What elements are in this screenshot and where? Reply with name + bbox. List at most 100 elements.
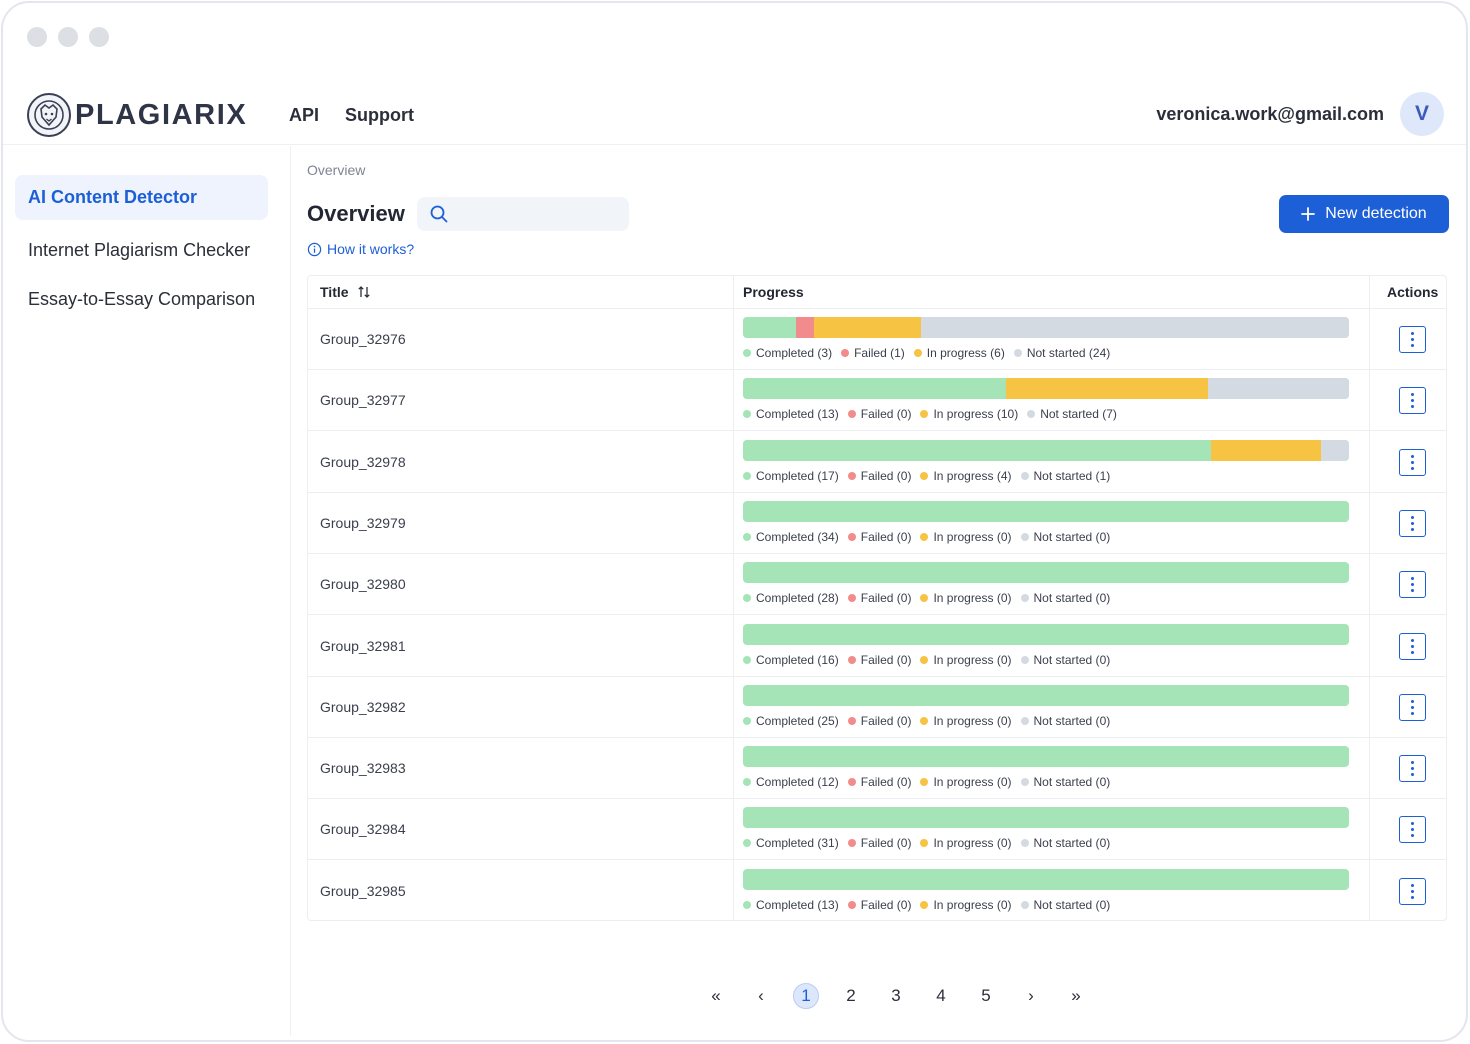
kebab-dot bbox=[1411, 583, 1414, 587]
legend-item-in-progress: In progress (0) bbox=[920, 530, 1012, 544]
table-row[interactable]: Group_32977 Completed (13) Failed (0) In pr… bbox=[308, 370, 1446, 432]
row-title[interactable]: Group_32982 bbox=[320, 698, 406, 715]
kebab-menu-icon[interactable] bbox=[1399, 632, 1426, 660]
breadcrumb[interactable]: Overview bbox=[307, 162, 366, 178]
kebab-menu-icon[interactable] bbox=[1399, 877, 1426, 905]
row-title[interactable]: Group_32980 bbox=[320, 576, 406, 593]
legend-item-completed: Completed (17) bbox=[743, 469, 839, 483]
sidebar-item-internet-plagiarism-checker[interactable]: Internet Plagiarism Checker bbox=[15, 228, 268, 273]
legend-label: Completed bbox=[756, 346, 815, 360]
table-row[interactable]: Group_32985 Completed (13) Failed (0) In pr… bbox=[308, 861, 1446, 920]
column-header-title[interactable]: Title bbox=[320, 284, 371, 300]
row-title[interactable]: Group_32976 bbox=[320, 331, 406, 347]
user-email[interactable]: veronica.work@gmail.com bbox=[1156, 103, 1384, 124]
kebab-dot bbox=[1411, 895, 1414, 899]
sort-icon[interactable] bbox=[357, 285, 371, 299]
next-page-button[interactable]: › bbox=[1028, 986, 1034, 1005]
kebab-menu-icon[interactable] bbox=[1399, 448, 1426, 476]
table-row[interactable]: Group_32976 Completed (3) Failed (1) In pro… bbox=[308, 309, 1446, 370]
legend-item-not-started: Not started (0) bbox=[1020, 530, 1110, 544]
window-close-dot[interactable] bbox=[27, 27, 47, 47]
legend-count: 0 bbox=[900, 897, 908, 912]
page-1-button[interactable]: 1 bbox=[793, 983, 819, 1009]
legend-label: Completed bbox=[756, 897, 815, 912]
legend-item-not-started: Not started (0) bbox=[1020, 591, 1110, 606]
status-dot-icon bbox=[1020, 900, 1029, 909]
legend-item-in-progress: In progress (0) bbox=[920, 653, 1012, 667]
status-dot-icon bbox=[1020, 716, 1029, 725]
row-title[interactable]: Group_32981 bbox=[320, 637, 406, 654]
row-title[interactable]: Group_32983 bbox=[320, 760, 406, 777]
table-row[interactable]: Group_32979 Completed (34) Failed (0) In pr… bbox=[308, 493, 1446, 554]
row-title[interactable]: Group_32978 bbox=[320, 453, 406, 470]
table-row[interactable]: Group_32980 Completed (28) Failed (0) In pr… bbox=[308, 554, 1446, 616]
search-input[interactable] bbox=[417, 197, 629, 231]
kebab-dot bbox=[1411, 393, 1414, 397]
window-maximize-dot[interactable] bbox=[89, 27, 109, 47]
legend-label: In progress bbox=[933, 836, 994, 851]
page-5-button[interactable]: 5 bbox=[981, 986, 991, 1005]
brand-logo[interactable]: PLAGIARIX bbox=[27, 93, 247, 137]
progress-legend: Completed (28) Failed (0) In progress (0) N… bbox=[743, 591, 1110, 605]
first-page-button[interactable]: « bbox=[711, 986, 721, 1005]
previous-page-button[interactable]: ‹ bbox=[758, 986, 764, 1005]
kebab-menu-icon[interactable] bbox=[1399, 816, 1426, 844]
kebab-dot bbox=[1411, 773, 1414, 777]
table-row[interactable]: Group_32981 Completed (16) Failed (0) In pr… bbox=[308, 616, 1446, 677]
progress-segment-not-started bbox=[921, 317, 1349, 338]
table-row[interactable]: Group_32983 Completed (12) Failed (0) In pr… bbox=[308, 738, 1446, 800]
kebab-dot bbox=[1411, 399, 1414, 403]
sidebar-item-essay-comparison[interactable]: Essay-to-Essay Comparison bbox=[15, 277, 268, 322]
table-row[interactable]: Group_32984 Completed (31) Failed (0) In pr… bbox=[308, 799, 1446, 861]
progress-segment-completed bbox=[743, 623, 1349, 645]
table-row[interactable]: Group_32982 Completed (25) Failed (0) In pr… bbox=[308, 677, 1446, 738]
kebab-menu-icon[interactable] bbox=[1399, 509, 1426, 537]
kebab-menu-icon[interactable] bbox=[1399, 326, 1426, 353]
legend-count: 3 bbox=[821, 346, 829, 360]
sidebar-item-ai-content-detector[interactable]: AI Content Detector bbox=[15, 175, 268, 220]
row-title[interactable]: Group_32985 bbox=[320, 882, 406, 899]
user-menu[interactable]: veronica.work@gmail.com V bbox=[1156, 92, 1444, 136]
page-2-button[interactable]: 2 bbox=[846, 986, 856, 1005]
kebab-dot bbox=[1411, 527, 1414, 531]
status-dot-icon bbox=[847, 410, 856, 419]
legend-count: 0 bbox=[1099, 652, 1107, 667]
last-page-button[interactable]: » bbox=[1071, 986, 1081, 1005]
table-row[interactable]: Group_32978 Completed (17) Failed (0) In pr… bbox=[308, 432, 1446, 493]
row-title[interactable]: Group_32979 bbox=[320, 514, 406, 531]
legend-item-in-progress: In progress (10) bbox=[920, 407, 1018, 421]
progress-legend: Completed (34) Failed (0) In progress (0) N… bbox=[743, 530, 1110, 544]
info-icon bbox=[307, 242, 322, 256]
avatar[interactable]: V bbox=[1400, 92, 1444, 136]
row-title[interactable]: Group_32984 bbox=[320, 821, 406, 838]
legend-item-failed: Failed (0) bbox=[847, 897, 911, 912]
legend-count: 0 bbox=[1000, 897, 1008, 912]
how-it-works-link[interactable]: How it works? bbox=[307, 241, 414, 257]
nav-api-link[interactable]: API bbox=[289, 105, 320, 125]
legend-item-not-started: Not started (0) bbox=[1020, 898, 1110, 912]
kebab-menu-icon[interactable] bbox=[1399, 755, 1426, 783]
kebab-menu-icon[interactable] bbox=[1399, 571, 1426, 599]
legend-count: 16 bbox=[821, 652, 835, 667]
kebab-menu-icon[interactable] bbox=[1399, 693, 1426, 721]
page-4-button[interactable]: 4 bbox=[936, 986, 946, 1005]
status-dot-icon bbox=[1013, 349, 1022, 357]
legend-count: 0 bbox=[1099, 836, 1107, 851]
kebab-menu-icon[interactable] bbox=[1399, 387, 1426, 415]
status-dot-icon bbox=[743, 471, 751, 480]
legend-count: 0 bbox=[1099, 591, 1107, 606]
page-3-button[interactable]: 3 bbox=[891, 986, 901, 1005]
status-dot-icon bbox=[1020, 655, 1029, 664]
legend-count: 0 bbox=[900, 713, 908, 728]
legend-label: Failed bbox=[860, 836, 894, 851]
legend-item-not-started: Not started (1) bbox=[1020, 469, 1110, 483]
brand-name: PLAGIARIX bbox=[75, 98, 248, 131]
row-title[interactable]: Group_32977 bbox=[320, 392, 406, 409]
legend-item-completed: Completed (3) bbox=[743, 346, 832, 360]
progress-segment-completed bbox=[743, 317, 797, 338]
nav-support-link[interactable]: Support bbox=[345, 105, 415, 125]
window-minimize-dot[interactable] bbox=[58, 27, 78, 47]
legend-count: 13 bbox=[821, 897, 835, 912]
legend-count: 0 bbox=[1000, 713, 1008, 728]
new-detection-button[interactable]: New detection bbox=[1279, 195, 1449, 233]
